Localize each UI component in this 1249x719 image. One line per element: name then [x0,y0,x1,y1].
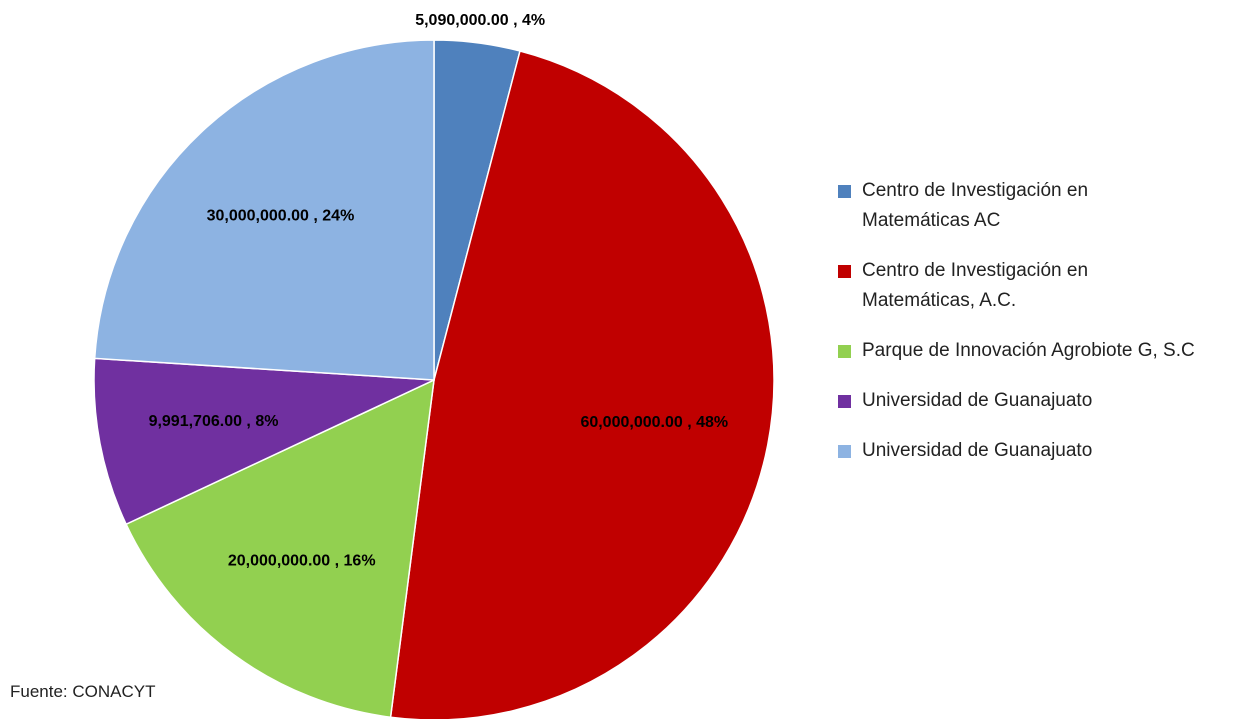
data-label: 9,991,706.00 , 8% [149,413,279,430]
legend-swatch [838,445,851,458]
pie-slice [93,39,435,381]
data-label: 20,000,000.00 , 16% [228,552,376,569]
legend-label: Centro de Investigación en Matemáticas A… [862,180,1089,231]
legend-swatch [838,185,851,198]
legend-swatch [838,345,851,358]
pie-slice [125,378,435,719]
legend-swatch [838,395,851,408]
data-label: 60,000,000.00 , 48% [580,414,728,431]
legend-label: Centro de Investigación en Matemáticas, … [862,260,1089,311]
data-label: 30,000,000.00 , 24% [207,208,355,225]
legend-swatch [838,265,851,278]
legend-label: Parque de Innovación Agrobiote G, S.C [862,340,1195,361]
legend-item: Centro de Investigación en Matemáticas A… [838,176,1162,236]
legend-item: Universidad de Guanajuato [838,386,1249,416]
source-note: Fuente: CONACYT [10,682,156,701]
legend-label: Universidad de Guanajuato [862,390,1093,411]
pie-slice [93,357,435,526]
pie-slice [389,50,775,719]
legend-item: Universidad de Guanajuato [838,436,1249,466]
data-label: 5,090,000.00 , 4% [415,12,545,29]
legend: Centro de Investigación en Matemáticas A… [838,176,1249,486]
legend-item: Parque de Innovación Agrobiote G, S.C [838,336,1249,366]
legend-label: Universidad de Guanajuato [862,440,1093,461]
legend-item: Centro de Investigación en Matemáticas, … [838,256,1162,316]
chart: 5,090,000.00 , 4% 60,000,000.00 , 48% 20,0… [93,12,775,719]
